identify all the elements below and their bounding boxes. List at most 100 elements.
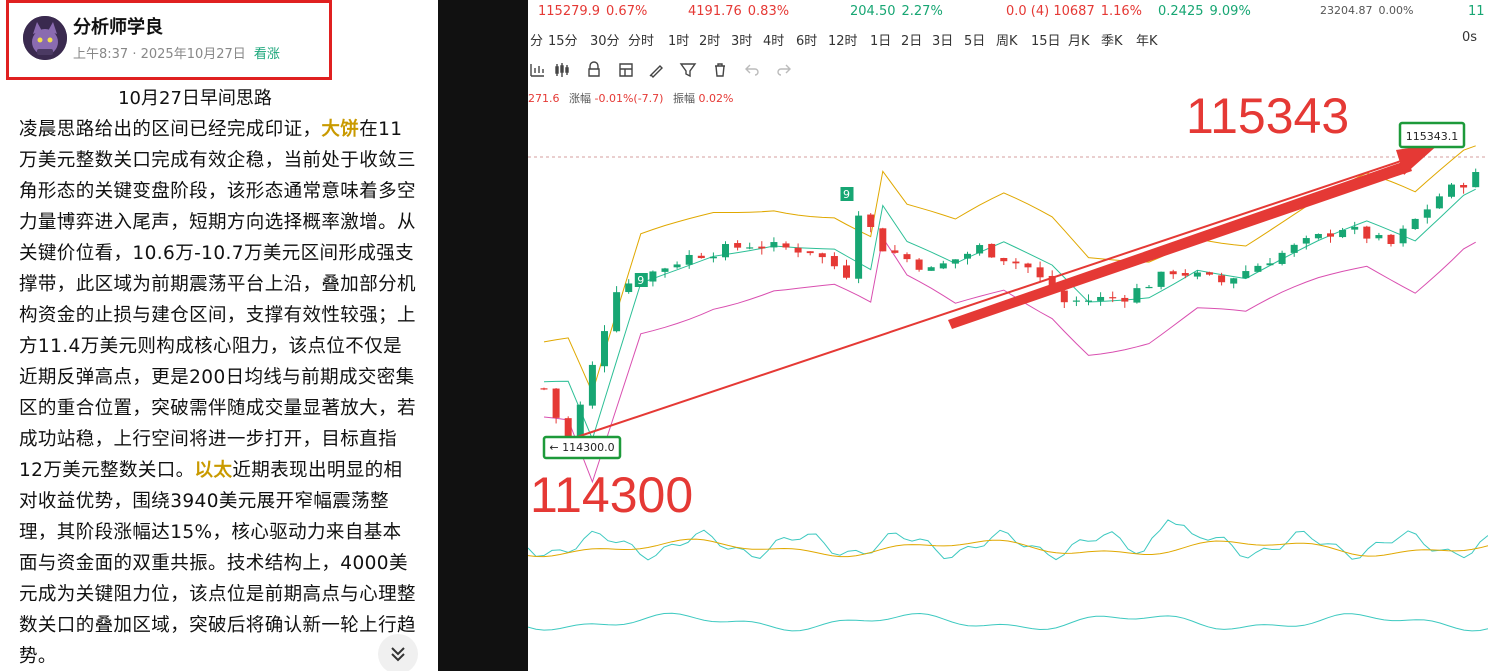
draw-icon[interactable] [646,60,666,80]
low-price-box [542,435,622,460]
author-header: 分析师学良 上午8:37 · 2025年10月27日 看涨 [6,0,332,80]
lock-icon[interactable] [584,60,604,80]
layout-icon[interactable] [616,60,636,80]
candle-body [649,271,657,282]
candle-body [782,243,790,248]
ticker-price: 204.50 [850,4,896,19]
timeframe-tab[interactable]: 年K [1136,34,1158,49]
trend-arrow-line [555,156,1414,445]
ticker-change: 0.83% [747,4,790,19]
candle-body [1314,233,1322,239]
candle-body [830,256,838,267]
timeframe-tab[interactable]: 分 [530,34,544,49]
redo-icon[interactable] [774,60,794,80]
timeframe-tab[interactable]: 15分 [548,34,578,49]
candle-body [1230,278,1238,284]
candle-body [976,245,984,254]
change-value: -0.01%(-7.7) [594,92,664,105]
candle-body [1169,271,1177,275]
candle-body [1375,235,1383,239]
ticker-item[interactable]: 11 [1468,4,1488,19]
timeframe-tab-right[interactable]: 0s [1462,30,1478,45]
trend-arrow-shaft [948,160,1412,329]
trend-arrow-head [1396,143,1440,175]
candle-body [601,331,608,367]
oscillator-fast-line [528,519,1488,561]
highlight-keyword: 大饼 [321,119,360,140]
timeframe-tab[interactable]: 月K [1068,34,1090,49]
filter-icon[interactable] [678,60,698,80]
change-label: 涨幅 [569,92,591,105]
timeframe-tab[interactable]: 5日 [964,34,986,49]
candle-body [867,214,875,227]
indicator-icon[interactable] [528,60,548,80]
candle-body [1290,244,1298,253]
timeframe-tab[interactable]: 1日 [870,34,892,49]
undo-icon[interactable] [742,60,762,80]
ticker-item[interactable]: 4191.76 0.83% [688,4,789,19]
candle-body [806,251,814,254]
td-count-marker [634,273,648,287]
timeframe-tab[interactable]: 周K [996,34,1018,49]
timeframe-tab[interactable]: 分时 [628,34,655,49]
candle-body [1145,286,1153,289]
ticker-item[interactable]: 0.0 (4) 10687 1.16% [1006,4,1142,19]
candle-body [1024,263,1032,268]
post-time: 上午8:37 [73,47,129,62]
ticker-item[interactable]: 23204.87 0.00% [1320,4,1413,17]
candle-body [891,250,899,253]
timeframe-tab[interactable]: 2日 [901,34,923,49]
candle-body [818,253,826,258]
ticker-change: 2.27% [901,4,943,19]
timeframe-tab[interactable]: 2时 [699,34,721,49]
avatar[interactable] [23,16,67,60]
sentiment-tag[interactable]: 看涨 [253,47,280,62]
candle-body [988,243,996,258]
timeframe-tab[interactable]: 15日 [1031,34,1061,49]
double-chevron-down-icon [391,647,405,662]
candle-body [1460,185,1468,188]
candle-body [964,253,971,259]
expand-button[interactable] [378,634,418,671]
post-meta: 上午8:37 · 2025年10月27日 看涨 [73,47,280,62]
high-price-box [1398,121,1466,149]
candle-body [843,265,850,278]
ticker-price: 11 [1468,4,1485,19]
candle-body [1121,297,1129,302]
author-name[interactable]: 分析师学良 [73,17,163,38]
stats-line: 271.6 涨幅 -0.01%(-7.7) 振幅 0.02% [528,90,733,106]
chart-panel[interactable]: 115279.9 0.67% 4191.76 0.83% 204.50 2.27% 0.0 … [528,0,1488,671]
post-date: 2025年10月27日 [140,47,246,62]
timeframe-tab[interactable]: 3日 [932,34,954,49]
candle-body [1036,267,1044,278]
candle-body [1351,226,1359,230]
ticker-price: 4191.76 [688,4,742,19]
timeframe-tab[interactable]: 3时 [731,34,753,49]
candle-body [1012,261,1020,264]
candle-body [1242,271,1250,279]
candle-body [685,254,693,265]
candle-body [1060,290,1068,303]
timeframe-tab[interactable]: 季K [1101,34,1123,49]
candle-settings-icon[interactable] [552,60,572,80]
timeframe-tab[interactable]: 1时 [668,34,690,49]
ticker-item[interactable]: 0.2425 9.09% [1158,4,1251,19]
candle-body [794,247,802,253]
candlestick-chart[interactable]: 9 9 115343.1 115343 ← 114300.0 114300 [528,0,1488,671]
timeframe-tab[interactable]: 12时 [828,34,858,49]
ticker-item[interactable]: 204.50 2.27% [850,4,943,19]
ticker-item[interactable]: 115279.9 0.67% [538,4,647,19]
boll-lower-line [543,236,1476,484]
timeframe-tab[interactable]: 6时 [796,34,818,49]
oscillator-slow-line [528,538,1488,558]
candle-body [1048,275,1056,292]
candle-body [1072,300,1080,302]
candle-body [1339,229,1347,238]
timeframe-tab[interactable]: 30分 [590,34,620,49]
timeframe-tab[interactable]: 4时 [763,34,785,49]
trash-icon[interactable] [710,60,730,80]
volume-indicator-line [528,612,1488,632]
ticker-change: 1.16% [1100,4,1143,19]
stats-prefix: 271.6 [528,92,560,105]
ticker-price: 23204.87 [1320,4,1373,17]
